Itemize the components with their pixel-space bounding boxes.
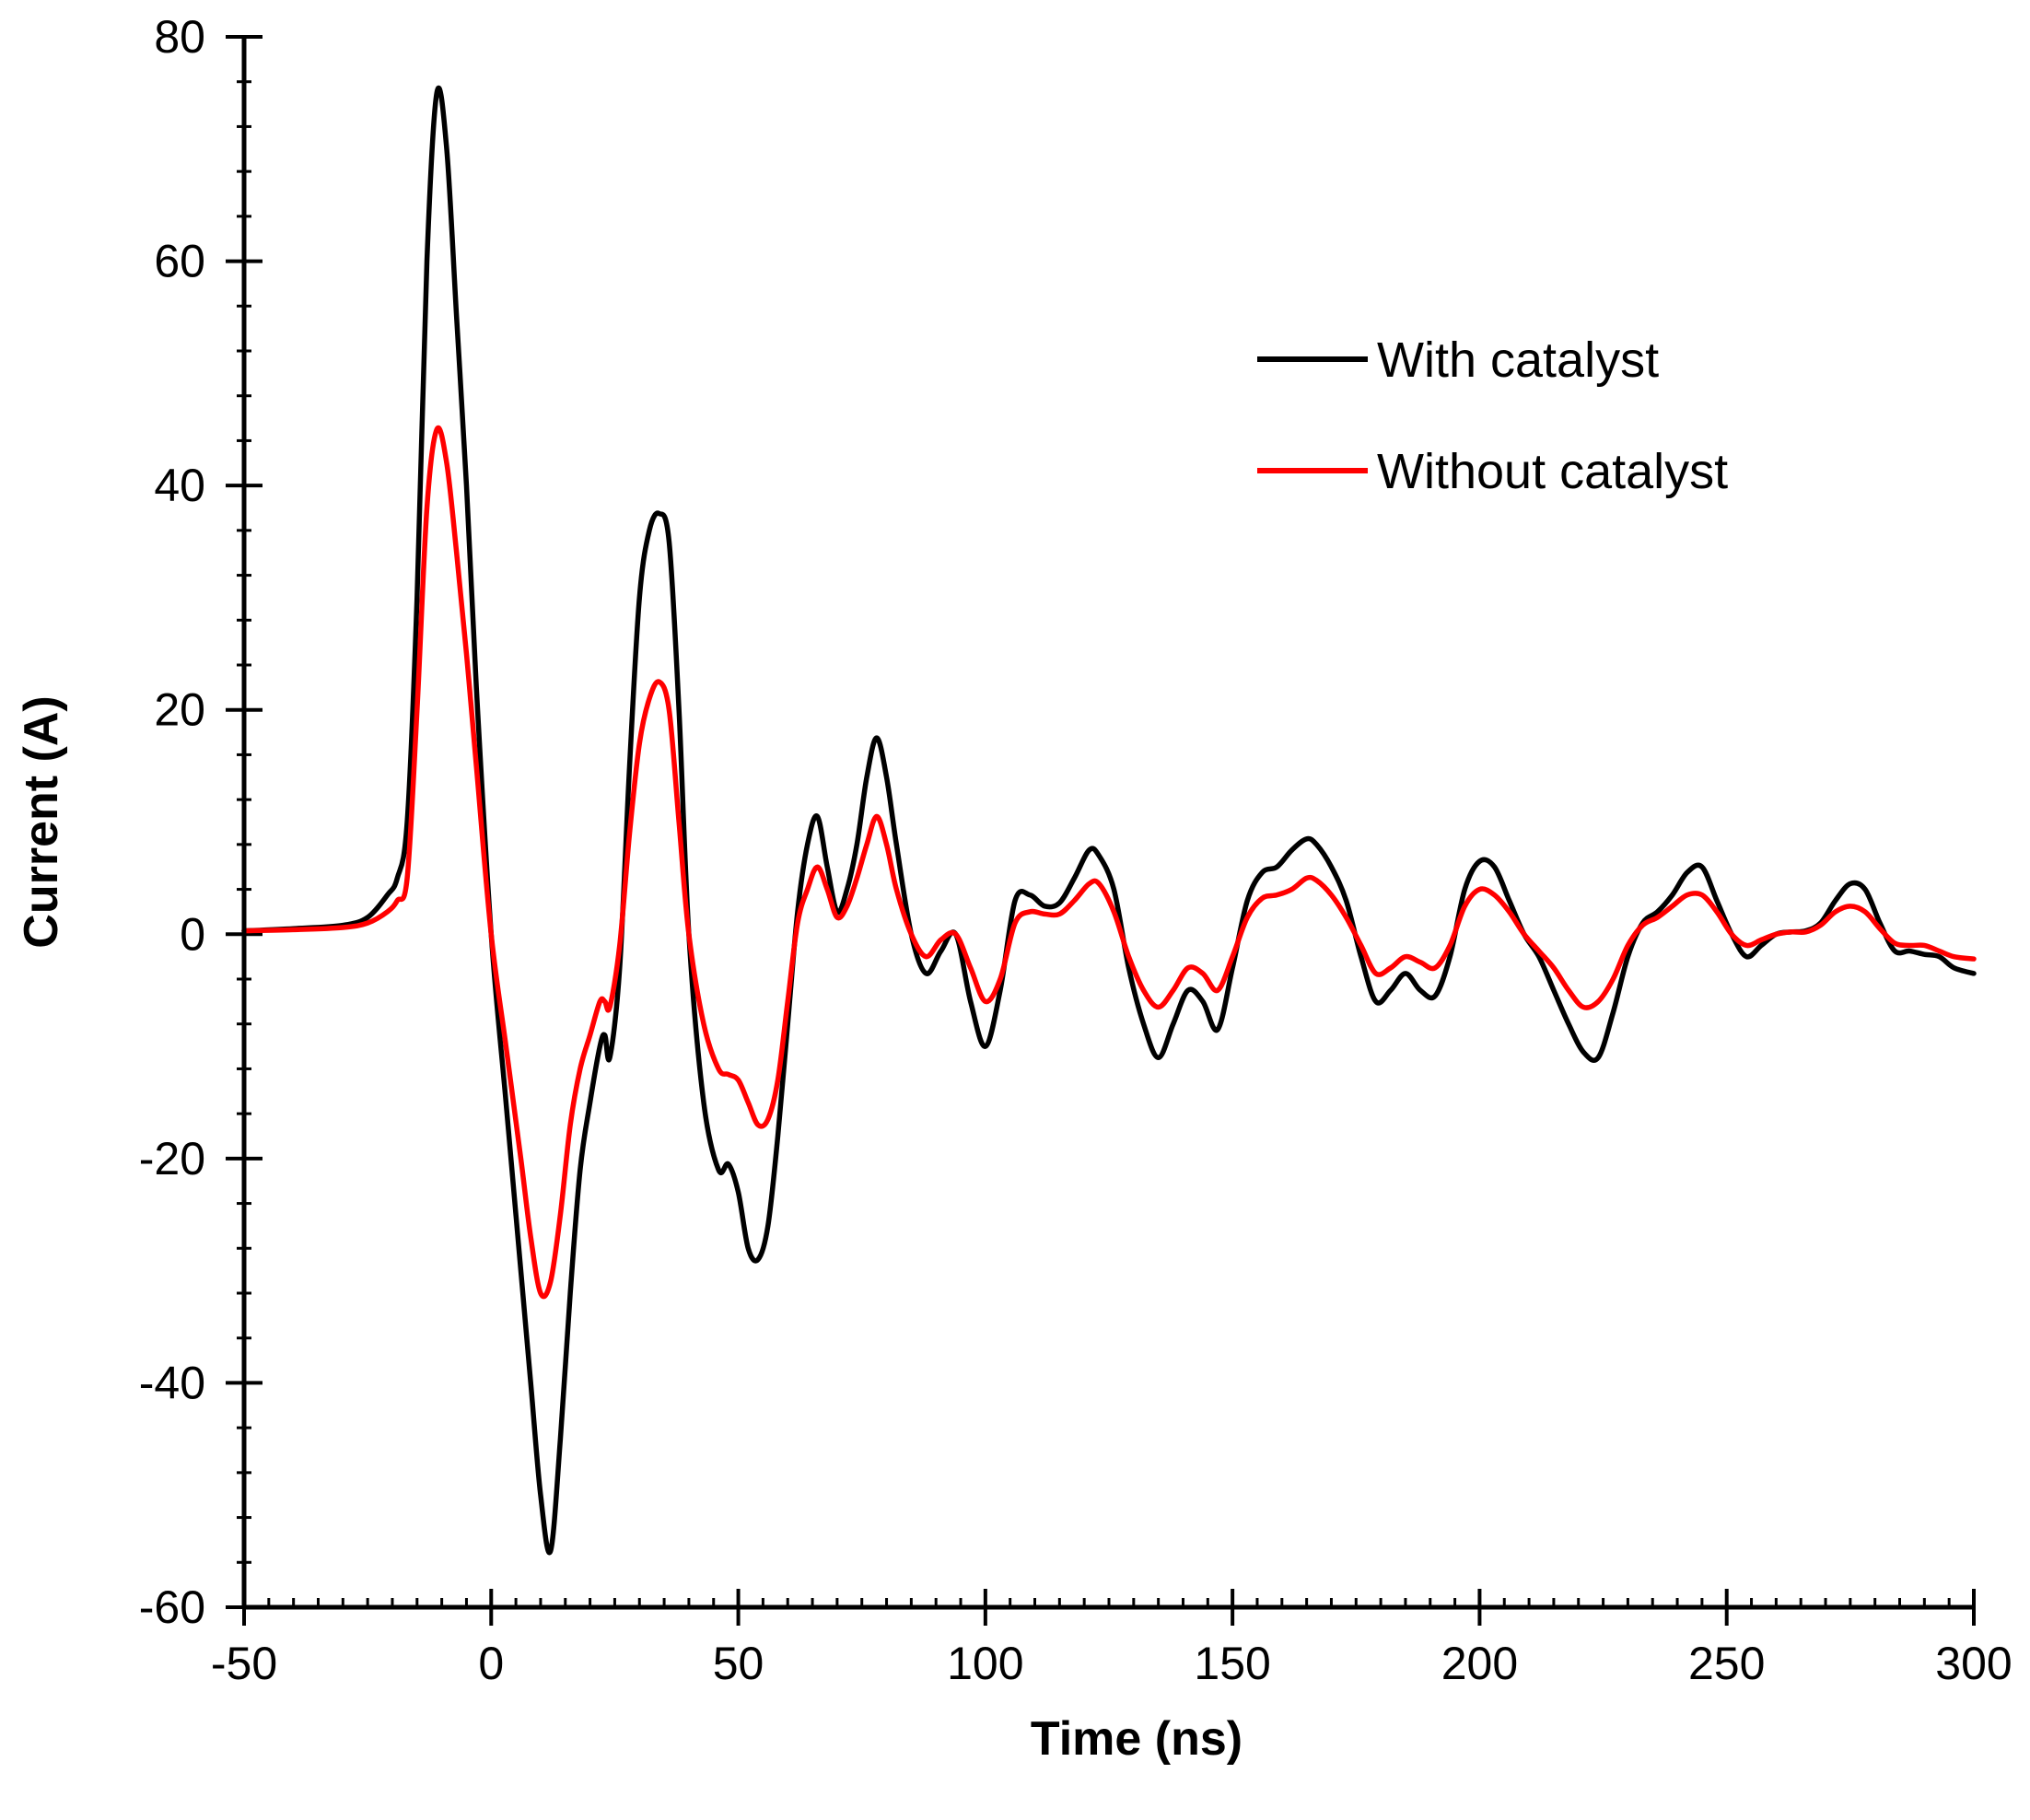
y-tick-label: -40 <box>139 1357 205 1408</box>
x-tick-label: -50 <box>211 1638 277 1689</box>
y-tick-label: 40 <box>154 460 205 511</box>
minor-ticks <box>237 35 1976 1609</box>
x-tick-label: 300 <box>1935 1638 2012 1689</box>
x-tick-labels: -50 0 50 100 150 200 250 300 <box>211 1638 2012 1689</box>
major-ticks <box>226 35 1976 1626</box>
series-line-without-catalyst <box>241 425 1977 1300</box>
y-tick-label: 20 <box>154 684 205 736</box>
y-tick-label: -60 <box>139 1581 205 1633</box>
series-line-with-catalyst <box>241 85 1977 1556</box>
y-tick-labels: -60 -40 -20 0 20 40 60 80 <box>139 11 205 1633</box>
y-axis-title: Current (A) <box>15 695 68 948</box>
y-tick-label: -20 <box>139 1133 205 1184</box>
legend-label-without-catalyst: Without catalyst <box>1377 444 1728 499</box>
y-tick-label: 0 <box>180 908 205 960</box>
x-tick-label: 50 <box>713 1638 764 1689</box>
y-tick-label: 60 <box>154 236 205 287</box>
series-layer <box>241 85 1977 1556</box>
x-tick-label: 100 <box>947 1638 1023 1689</box>
x-axis-title: Time (ns) <box>1031 1712 1242 1766</box>
x-tick-label: 150 <box>1194 1638 1270 1689</box>
x-tick-label: 250 <box>1688 1638 1765 1689</box>
x-tick-label: 0 <box>478 1638 504 1689</box>
x-tick-label: 200 <box>1441 1638 1518 1689</box>
legend: With catalyst Without catalyst <box>1257 332 1728 499</box>
y-tick-label: 80 <box>154 11 205 63</box>
legend-label-with-catalyst: With catalyst <box>1377 332 1659 388</box>
